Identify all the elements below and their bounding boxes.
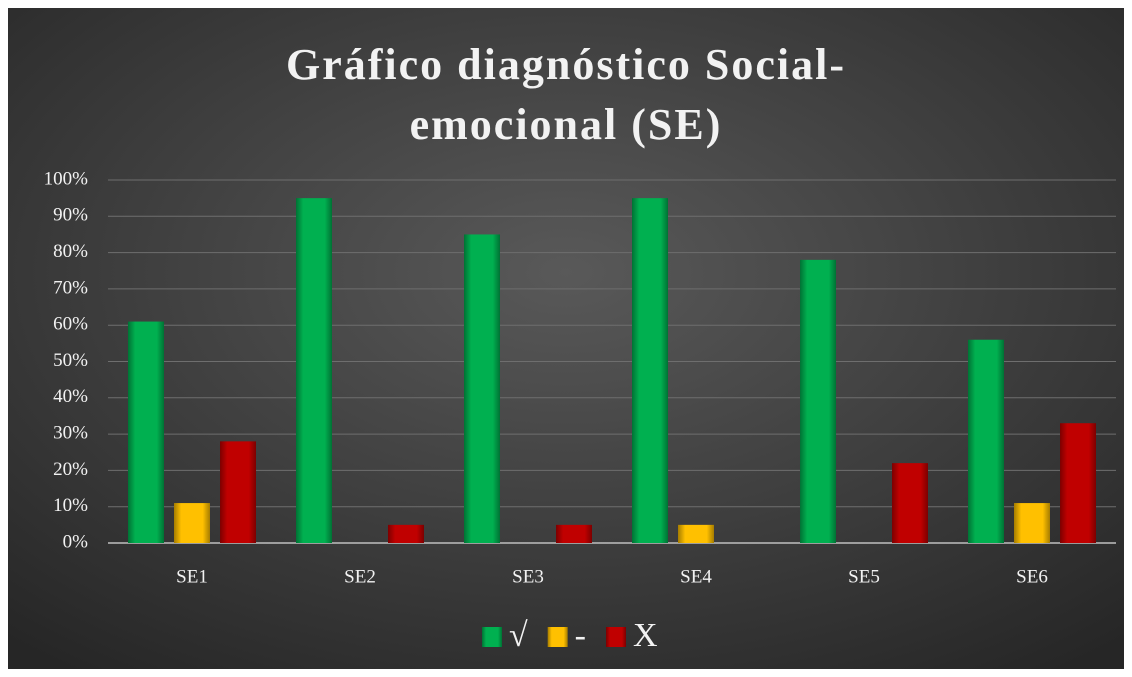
bar (174, 503, 210, 543)
legend-swatch (547, 627, 568, 647)
bar (1014, 503, 1050, 543)
bar (128, 321, 164, 543)
y-tick-label: 30% (53, 422, 88, 443)
y-tick-label: 40% (53, 386, 88, 407)
y-tick-label: 20% (53, 459, 88, 480)
y-tick-label: 0% (63, 531, 89, 552)
bar (892, 463, 928, 543)
legend-swatch (606, 627, 626, 647)
bar (968, 339, 1004, 543)
y-tick-label: 100% (44, 168, 89, 189)
y-tick-label: 10% (53, 495, 88, 516)
x-tick-label: SE3 (512, 566, 544, 587)
y-tick-label: 60% (53, 314, 88, 335)
bar (1060, 423, 1096, 543)
legend-label: √ (509, 617, 528, 654)
bar (388, 524, 424, 543)
bar (220, 441, 256, 543)
x-tick-label: SE4 (680, 566, 712, 587)
chart-title: Gráfico diagnóstico Social- (286, 40, 846, 89)
bar (296, 198, 332, 543)
bar (632, 198, 668, 543)
bar (800, 259, 836, 543)
y-tick-label: 70% (53, 277, 88, 298)
y-tick-label: 90% (53, 205, 88, 226)
y-tick-label: 50% (53, 350, 88, 371)
bar (464, 234, 500, 543)
x-tick-label: SE6 (1016, 566, 1048, 587)
x-tick-label: SE2 (344, 566, 376, 587)
chart-title: emocional (SE) (410, 100, 723, 149)
legend-swatch (482, 627, 502, 647)
bar (678, 524, 714, 543)
y-tick-label: 80% (53, 241, 88, 262)
legend-label: X (633, 617, 658, 654)
x-tick-label: SE5 (848, 566, 880, 587)
bar (556, 524, 592, 543)
chart-background (8, 8, 1124, 669)
x-tick-label: SE1 (176, 566, 208, 587)
legend-label: - (575, 617, 586, 654)
